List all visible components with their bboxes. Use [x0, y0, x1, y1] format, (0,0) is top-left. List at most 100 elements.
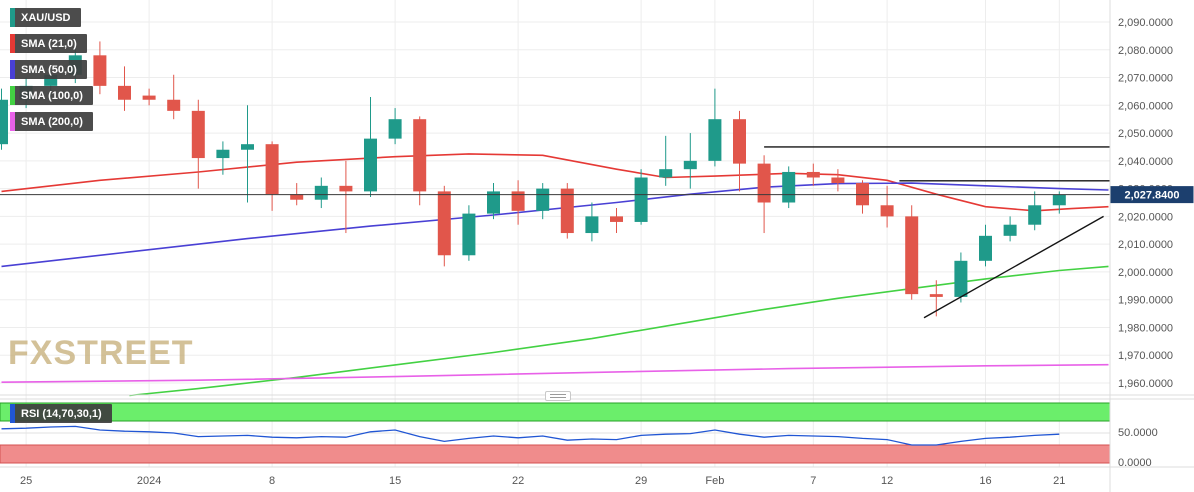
- candle: [462, 213, 476, 256]
- candle: [388, 119, 402, 139]
- time-axis-label: 7: [810, 475, 816, 487]
- rsi-label: RSI (14,70,30,1): [21, 407, 102, 420]
- sma-21-label: SMA (21,0): [21, 37, 77, 50]
- candle: [142, 95, 156, 100]
- candle: [733, 119, 746, 164]
- fxstreet-watermark: FXSTREET: [8, 334, 194, 372]
- sma-50-color-chip: [10, 60, 15, 79]
- candle: [216, 149, 230, 159]
- legend-sma-21[interactable]: SMA (21,0): [10, 34, 87, 53]
- price-axis-label: 2,050.0000: [1118, 128, 1173, 140]
- time-axis-label: 22: [512, 475, 524, 487]
- candle: [511, 191, 525, 211]
- candle: [1052, 194, 1066, 206]
- candle: [487, 191, 500, 214]
- last-price-badge: [1110, 186, 1194, 204]
- rsi-line: [1, 425, 1060, 446]
- price-axis-label: 2,060.0000: [1118, 100, 1173, 112]
- candle: [290, 194, 304, 200]
- legend-sma-200[interactable]: SMA (200,0): [10, 112, 93, 131]
- time-axis-label: Feb: [705, 475, 724, 487]
- price-axis-label: 1,990.0000: [1118, 295, 1173, 307]
- rsi-axis-label: 50.0000: [1118, 427, 1158, 439]
- candle: [708, 119, 722, 161]
- candle: [610, 216, 623, 222]
- rsi-legend-panel: RSI (14,70,30,1): [10, 404, 112, 423]
- time-axis-label: 15: [389, 475, 401, 487]
- candle: [118, 85, 131, 100]
- candle: [659, 169, 673, 178]
- legend-sma-50[interactable]: SMA (50,0): [10, 60, 87, 79]
- candle: [191, 110, 205, 159]
- candle: [93, 55, 107, 86]
- candle: [241, 144, 254, 150]
- time-axis-label: 12: [881, 475, 893, 487]
- candle: [339, 185, 353, 192]
- candle: [634, 177, 648, 222]
- candle: [1028, 205, 1042, 225]
- candle: [905, 216, 919, 295]
- candle: [0, 99, 8, 145]
- sma-200-line: [1, 363, 1109, 383]
- candle: [364, 138, 377, 192]
- grip-line: [550, 394, 566, 395]
- price-axis-label: 2,000.0000: [1118, 267, 1173, 279]
- time-axis-label: 8: [269, 475, 275, 487]
- rsi-color-chip: [10, 404, 15, 423]
- sma-50-label: SMA (50,0): [21, 63, 77, 76]
- price-axis-label: 2,040.0000: [1118, 156, 1173, 168]
- price-axis-label: 2,070.0000: [1118, 73, 1173, 85]
- legend-rsi[interactable]: RSI (14,70,30,1): [10, 404, 112, 423]
- candle: [979, 235, 992, 261]
- price-axis-label: 2,090.0000: [1118, 17, 1173, 29]
- trendline: [923, 215, 1104, 319]
- sma-21-color-chip: [10, 34, 15, 53]
- price-axis-label: 2,020.0000: [1118, 211, 1173, 223]
- sma-200-label: SMA (200,0): [21, 115, 83, 128]
- time-axis-label: 25: [20, 475, 32, 487]
- price-axis-label: 2,080.0000: [1118, 45, 1173, 57]
- symbol-label: XAU/USD: [21, 11, 71, 24]
- candle: [44, 74, 58, 86]
- candle: [831, 177, 845, 184]
- sma-100-label: SMA (100,0): [21, 89, 83, 102]
- price-axis-label: 2,010.0000: [1118, 239, 1173, 251]
- symbol-color-chip: [10, 8, 15, 27]
- sma-100-line: [129, 265, 1109, 397]
- rsi-axis-label: 0.0000: [1118, 457, 1152, 469]
- candle: [757, 163, 771, 203]
- candle: [560, 188, 574, 234]
- pane-resize-handle[interactable]: [545, 391, 571, 401]
- candle: [437, 191, 451, 256]
- legend-panel: XAU/USD SMA (21,0) SMA (50,0) SMA (100,0…: [10, 8, 93, 131]
- time-axis-label: 2024: [137, 475, 161, 487]
- legend-symbol[interactable]: XAU/USD: [10, 8, 81, 27]
- price-axis-label: 1,980.0000: [1118, 322, 1173, 334]
- candle: [265, 144, 279, 195]
- time-axis-label: 21: [1053, 475, 1065, 487]
- last-price-value: 2,027.8400: [1124, 190, 1179, 202]
- candle: [167, 99, 181, 111]
- grip-line: [550, 397, 566, 398]
- candle: [314, 185, 328, 200]
- candle: [683, 160, 697, 170]
- price-axis-label: 1,960.0000: [1118, 378, 1173, 390]
- candle: [954, 260, 968, 297]
- price-axis-label: 1,970.0000: [1118, 350, 1173, 362]
- candle: [806, 171, 820, 178]
- candle: [413, 119, 427, 192]
- time-axis-label: 29: [635, 475, 647, 487]
- candle: [929, 294, 943, 297]
- candle: [536, 188, 550, 211]
- rsi-oversold-band: [0, 444, 1111, 464]
- candle: [585, 216, 599, 234]
- time-axis-label: 16: [979, 475, 991, 487]
- candle: [782, 171, 796, 203]
- sma-200-color-chip: [10, 112, 15, 131]
- legend-sma-100[interactable]: SMA (100,0): [10, 86, 93, 105]
- sma-100-color-chip: [10, 86, 15, 105]
- candle: [880, 205, 894, 217]
- rsi-overbought-band: [0, 402, 1111, 422]
